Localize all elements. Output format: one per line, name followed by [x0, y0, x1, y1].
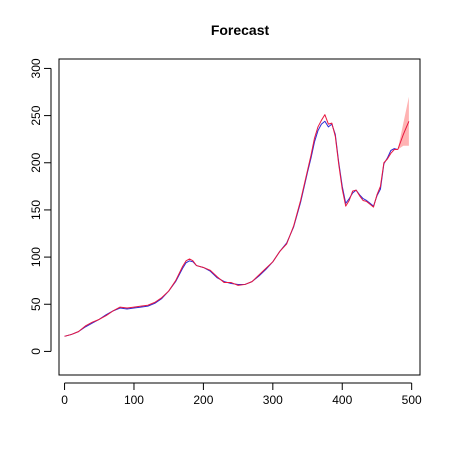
y-tick-label: 100 [29, 247, 43, 267]
x-tick-label: 400 [332, 393, 352, 407]
x-tick-label: 100 [124, 393, 144, 407]
y-tick-label: 150 [29, 200, 43, 220]
series-layer [64, 114, 410, 337]
y-tick-label: 300 [29, 58, 43, 78]
plot-frame [58, 58, 421, 376]
x-tick-label: 0 [61, 393, 68, 407]
chart-title: Forecast [211, 22, 270, 38]
y-tick-label: 200 [29, 152, 43, 172]
forecast-band-layer [397, 96, 409, 150]
forecast-series-line [397, 121, 410, 150]
x-tick-label: 200 [193, 393, 213, 407]
y-tick-label: 50 [29, 297, 43, 311]
y-axis: 0 50 100 150 200 250 300 [29, 58, 52, 355]
y-tick-label: 250 [29, 105, 43, 125]
forecast-interval-band [397, 96, 409, 150]
x-tick-label: 500 [402, 393, 422, 407]
observed-series-line [64, 114, 398, 337]
x-tick-label: 300 [263, 393, 283, 407]
x-axis: 0 100 200 300 400 500 [61, 382, 422, 407]
y-tick-label: 0 [29, 348, 43, 355]
